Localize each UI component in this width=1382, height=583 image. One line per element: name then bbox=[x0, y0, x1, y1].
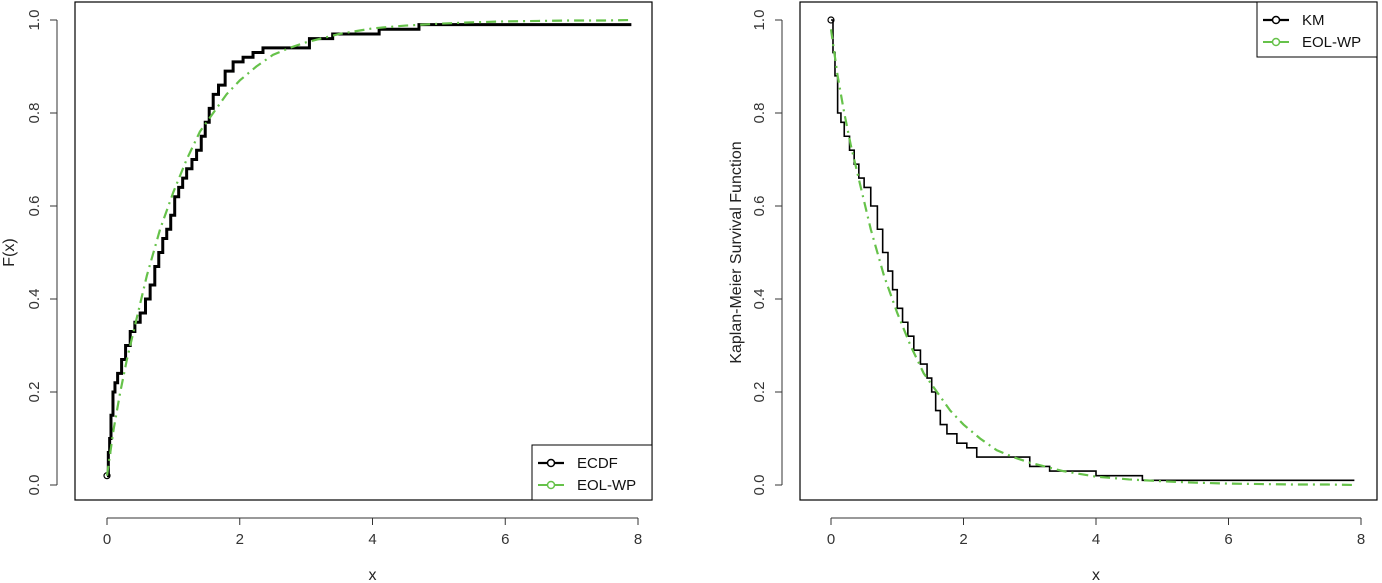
legend-box bbox=[1256, 1, 1378, 58]
x-tick-label: 2 bbox=[236, 531, 244, 548]
x-axis-title: x bbox=[369, 567, 377, 583]
legend-marker bbox=[546, 458, 556, 468]
x-tick-label: 8 bbox=[634, 531, 642, 548]
legend-label: EOL-WP bbox=[577, 477, 636, 494]
y-tick-label: 1.0 bbox=[751, 10, 768, 31]
x-tick-label: 6 bbox=[501, 531, 509, 548]
legend-marker bbox=[1271, 15, 1281, 25]
x-tick-label: 0 bbox=[827, 531, 835, 548]
chart-panel-1: 0 2 4 6 8 x 0.0 0.2 0.4 0.6 0.8 1.0 F(x) ECDF EOL-WP bbox=[1, 1, 653, 583]
y-tick-label: 0.8 bbox=[26, 103, 43, 124]
legend-box bbox=[531, 444, 653, 501]
y-tick-label: 0.0 bbox=[26, 475, 43, 496]
series-line-km bbox=[831, 19, 1355, 482]
plot-frame bbox=[74, 1, 653, 501]
chart-panel-2: 0 2 4 6 8 x 0.0 0.2 0.4 0.6 0.8 1.0 Kaplan-Meier Sur… bbox=[728, 1, 1378, 583]
x-tick-label: 0 bbox=[103, 531, 111, 548]
x-tick-label: 4 bbox=[368, 531, 376, 548]
legend-label: EOL-WP bbox=[1302, 34, 1361, 51]
y-tick-label: 0.6 bbox=[26, 196, 43, 217]
legend-label: ECDF bbox=[577, 455, 618, 472]
y-tick-label: 0.4 bbox=[26, 289, 43, 310]
series-start-point bbox=[827, 16, 835, 24]
x-tick-label: 4 bbox=[1092, 531, 1100, 548]
y-tick-label: 0.6 bbox=[751, 196, 768, 217]
legend-marker bbox=[546, 480, 556, 490]
y-tick-label: 0.8 bbox=[751, 103, 768, 124]
series-line-eol-wp bbox=[105, 18, 632, 476]
y-axis-title: F(x) bbox=[1, 238, 18, 266]
y-axis-title: Kaplan-Meier Survival Function bbox=[728, 141, 745, 363]
plot-frame bbox=[799, 1, 1378, 501]
y-tick-label: 0.2 bbox=[751, 382, 768, 403]
series-line-ecdf bbox=[106, 23, 632, 478]
series-line-eol-wp bbox=[829, 29, 1355, 487]
y-tick-label: 0.4 bbox=[751, 289, 768, 310]
x-axis-title: x bbox=[1092, 567, 1100, 583]
legend-label: KM bbox=[1302, 12, 1325, 29]
x-tick-label: 8 bbox=[1357, 531, 1365, 548]
y-tick-label: 0.0 bbox=[751, 475, 768, 496]
y-tick-label: 0.2 bbox=[26, 382, 43, 403]
legend-marker bbox=[1271, 37, 1281, 47]
x-tick-label: 2 bbox=[959, 531, 967, 548]
x-tick-label: 6 bbox=[1224, 531, 1232, 548]
y-tick-label: 1.0 bbox=[26, 10, 43, 31]
